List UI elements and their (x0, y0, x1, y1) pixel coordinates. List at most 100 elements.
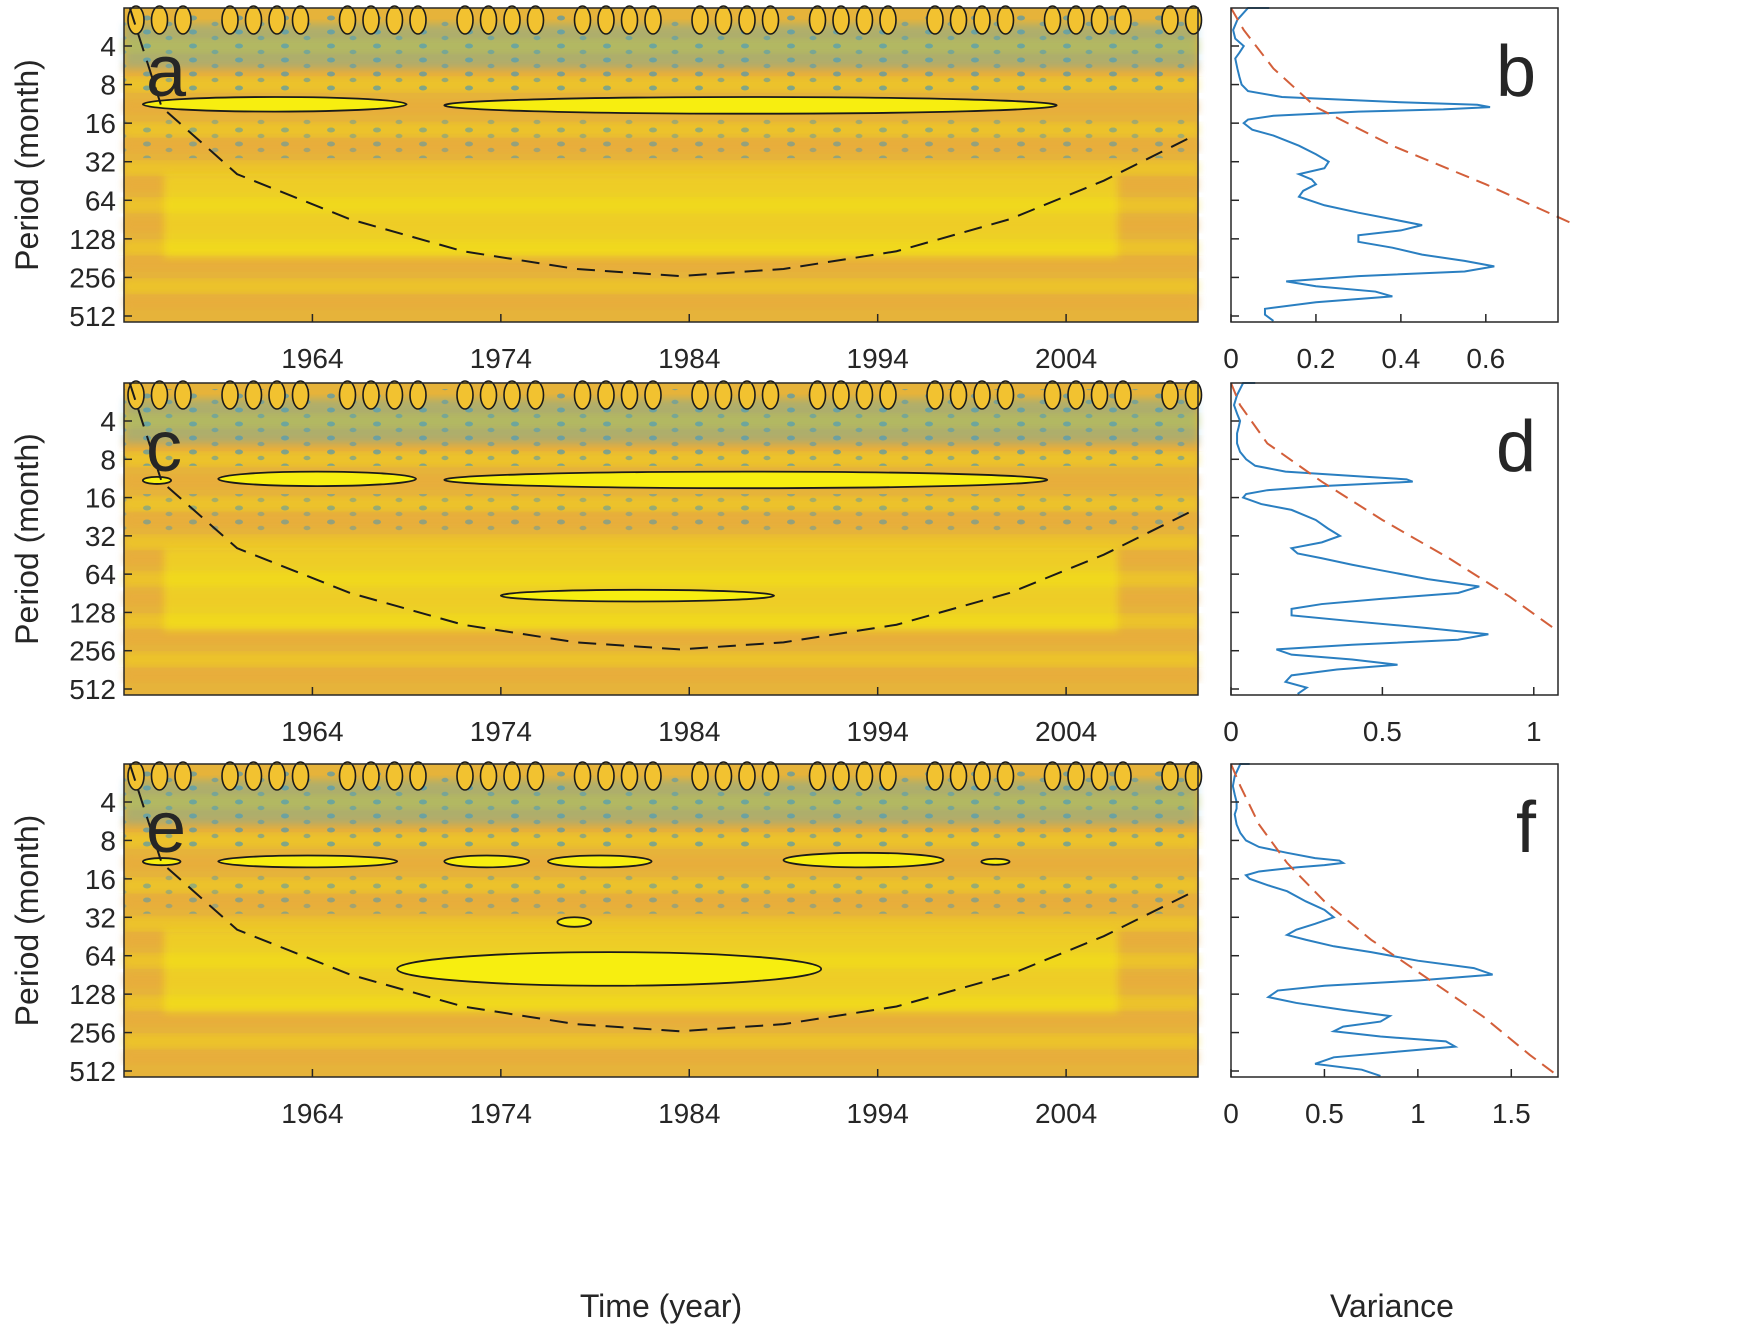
short-period-contour (973, 5, 991, 35)
panel-e: 4 8 16 32 64 128 256 512 1964 1974 1984 1994 2004 Per… (9, 761, 1203, 1129)
spectrum-background (1231, 764, 1558, 1077)
short-period-contour (926, 761, 944, 791)
short-period-contour (1114, 5, 1132, 35)
short-period-contour (1161, 761, 1179, 791)
y-axis-title: Period (month) (9, 815, 45, 1027)
short-period-contour (1043, 5, 1062, 35)
short-period-contour (1184, 5, 1203, 35)
x-tick-label: 1994 (847, 716, 909, 747)
power-band (124, 1012, 1198, 1026)
low-power-band (124, 399, 1198, 444)
power-band (124, 668, 1198, 683)
x-tick-label: 0.2 (1296, 343, 1335, 374)
significance-contour (547, 854, 653, 869)
y-tick-label: 8 (100, 70, 116, 101)
y-tick-label: 128 (69, 979, 116, 1010)
short-period-contour (291, 761, 310, 791)
short-period-contour (385, 380, 404, 410)
short-period-contour (808, 380, 827, 410)
y-tick-label: 256 (69, 636, 116, 667)
x-tick-label: 1994 (847, 343, 909, 374)
y-tick-label: 256 (69, 262, 116, 293)
short-period-contour (620, 5, 639, 35)
y-tick-label: 4 (100, 787, 116, 818)
short-period-contour (879, 380, 897, 410)
panel-d: 0 0.5 1 d (1223, 382, 1559, 747)
short-period-contour (150, 5, 169, 35)
short-period-contour (832, 380, 850, 410)
spectrum-line (1232, 382, 1489, 695)
short-period-contour (456, 5, 474, 35)
short-period-contour (644, 380, 662, 410)
significance-contour (499, 588, 775, 603)
heatmap-frame (123, 763, 1199, 1078)
x-tick-label: 0 (1223, 1098, 1239, 1129)
x-tick-label: 0 (1223, 716, 1239, 747)
short-period-contour (526, 380, 545, 410)
low-power-band (124, 780, 1198, 825)
short-period-contour (573, 380, 592, 410)
short-period-contour (691, 761, 709, 791)
short-period-contour (409, 761, 427, 791)
spectrum-x-axis-title: Variance (1330, 1288, 1454, 1324)
y-axis-title: Period (month) (9, 59, 45, 271)
y-tick-label: 32 (85, 521, 116, 552)
short-period-contour (949, 5, 968, 35)
spectrum-line (1231, 763, 1493, 1077)
short-period-contour (268, 5, 286, 35)
short-period-contour (691, 380, 709, 410)
y-tick-label: 32 (85, 902, 116, 933)
power-band (124, 279, 1198, 294)
spectrum-frame (1230, 7, 1559, 323)
x-tick-label: 0.6 (1466, 343, 1505, 374)
panel-letter: f (1516, 788, 1537, 868)
x-tick-label: 1974 (470, 1098, 532, 1129)
short-period-contour (244, 5, 263, 35)
short-period-contour (832, 761, 850, 791)
panel-c: 4 8 16 32 64 128 256 512 1964 1974 1984 1994 2004 Per… (9, 380, 1203, 747)
short-period-contour (926, 380, 944, 410)
short-period-contour (221, 761, 239, 791)
short-period-contour (996, 761, 1015, 791)
panel-f: 0 0.5 1 1.5 f (1223, 763, 1559, 1129)
short-period-contour (761, 761, 780, 791)
x-tick-label: 1 (1526, 716, 1542, 747)
short-period-contour (879, 761, 897, 791)
short-period-contour (714, 380, 733, 410)
short-period-contour (832, 5, 850, 35)
y-axis-title: Period (month) (9, 433, 45, 645)
y-tick-label: 512 (69, 674, 116, 705)
panel-letter: e (146, 788, 186, 868)
short-period-contour (479, 380, 498, 410)
panel-a: 4 8 16 32 64 128 256 512 1964 1974 1984 1994 2004 Per… (9, 5, 1203, 374)
short-period-contour (174, 5, 192, 35)
high-power-region (164, 174, 1118, 258)
x-tick-label: 0 (1223, 343, 1239, 374)
short-period-contour (1184, 761, 1203, 791)
short-period-contour (973, 380, 991, 410)
short-period-contour (221, 5, 239, 35)
significance-contour (980, 857, 1011, 866)
short-period-contour (268, 761, 286, 791)
low-power-speckle (124, 494, 1198, 533)
low-power-speckle (124, 875, 1198, 914)
short-period-contour (526, 5, 545, 35)
short-period-contour (1184, 380, 1203, 410)
short-period-contour (1090, 761, 1109, 791)
short-period-contour (174, 380, 192, 410)
significance-contour (141, 857, 182, 867)
short-period-contour (808, 5, 827, 35)
short-period-contour (1161, 5, 1179, 35)
short-period-contour (174, 761, 192, 791)
short-period-contour (385, 5, 404, 35)
low-power-speckle (124, 119, 1198, 159)
short-period-contour (1043, 380, 1062, 410)
power-band (124, 652, 1198, 667)
x-tick-label: 1 (1410, 1098, 1426, 1129)
short-period-contour (738, 761, 756, 791)
short-period-contour (1067, 380, 1085, 410)
short-period-contour (738, 380, 756, 410)
short-period-contour (714, 761, 733, 791)
panel-b: 0 0.2 0.4 0.6 b (1223, 7, 1572, 374)
power-band (124, 161, 1198, 176)
